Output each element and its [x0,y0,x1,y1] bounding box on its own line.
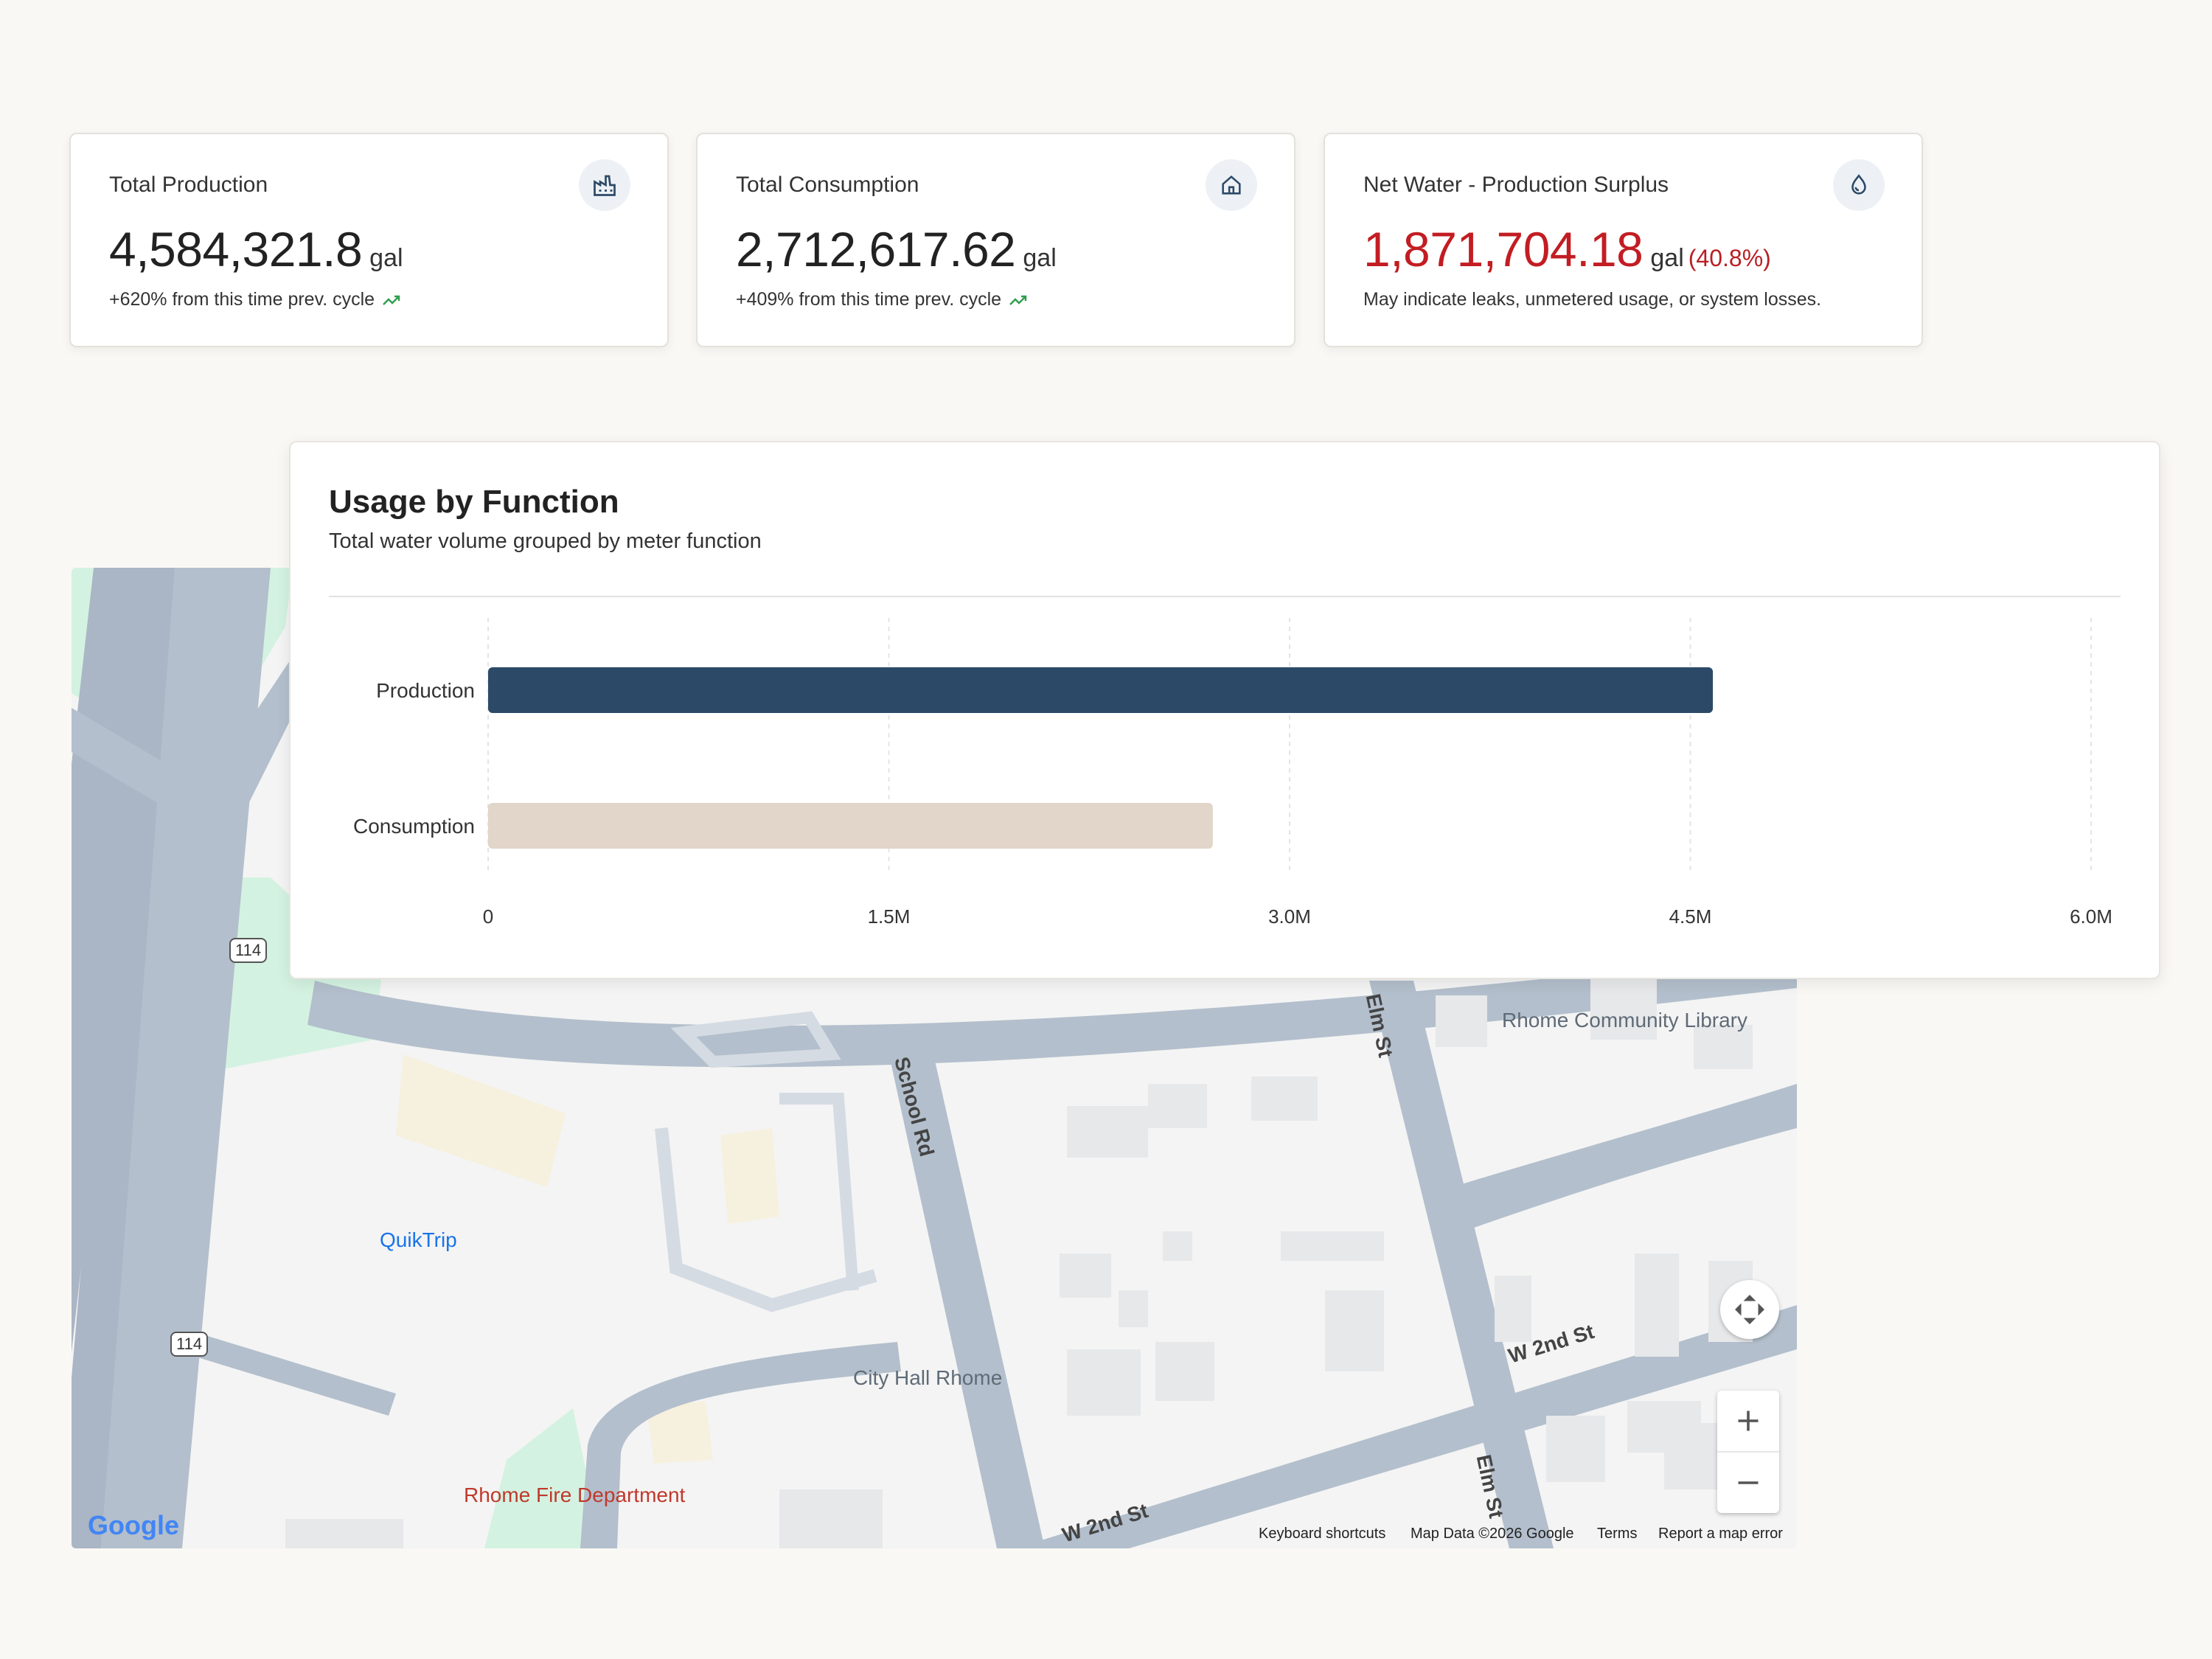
poi-quiktrip-label[interactable]: QuikTrip [380,1228,457,1251]
x-tick-label: 4.5M [1669,905,1712,928]
kpi-card-production: Total Production 4,584,321.8 gal +620% fr… [69,133,669,347]
x-tick-label: 1.5M [868,905,911,928]
kpi-unit: gal [1650,244,1684,272]
card-title: Total Consumption [736,173,919,197]
kpi-value: 4,584,321.8 [109,222,363,276]
zoom-in-button[interactable] [1717,1391,1779,1453]
trend-up-icon [1009,295,1027,305]
x-tick-label: 6.0M [2070,905,2112,928]
divider [329,596,2121,597]
keyboard-shortcuts-link[interactable]: Keyboard shortcuts [1259,1526,1386,1542]
terms-link[interactable]: Terms [1597,1526,1638,1542]
usage-by-function-card: Usage by Function Total water volume gro… [289,441,2160,979]
card-title: Total Production [109,173,268,197]
factory-icon [579,159,630,211]
kpi-card-net-water: Net Water - Production Surplus 1,871,704… [1324,133,1923,347]
water-drop-icon [1833,159,1885,211]
highway-shield-114: 114 [170,1332,209,1357]
highway-shield-114: 114 [229,938,268,963]
poi-city-hall-label[interactable]: City Hall Rhome [853,1366,1003,1389]
zoom-out-button[interactable] [1717,1453,1779,1513]
trend-up-icon [383,295,400,305]
minus-icon [1738,1481,1759,1484]
kpi-value: 1,871,704.18 [1363,222,1644,276]
move-arrows-icon [1735,1295,1764,1324]
x-tick-label: 3.0M [1268,905,1311,928]
kpi-value: 2,712,617.62 [736,222,1016,276]
poi-library-label[interactable]: Rhome Community Library [1502,1009,1747,1032]
map-data-attribution: Map Data ©2026 Google [1411,1526,1574,1542]
bar-production[interactable] [488,667,1714,713]
category-label: Consumption [353,815,475,838]
x-tick-label: 0 [483,905,493,928]
chart-subtitle: Total water volume grouped by meter func… [329,529,762,553]
kpi-percentage: (40.8%) [1688,245,1771,271]
usage-bar-chart: 0 1.5M 3.0M 4.5M 6.0M Production Consumption [353,618,2112,928]
chart-title: Usage by Function [329,484,619,520]
plus-icon [1738,1411,1759,1431]
kpi-note: May indicate leaks, unmetered usage, or … [1363,289,1822,310]
poi-fire-department-label[interactable]: Rhome Fire Department [464,1484,686,1506]
house-icon [1206,159,1257,211]
report-map-error-link[interactable]: Report a map error [1658,1526,1783,1542]
kpi-change: +620% from this time prev. cycle [109,289,375,310]
google-logo[interactable]: Google [88,1510,179,1540]
kpi-unit: gal [369,244,403,272]
bar-consumption[interactable] [488,803,1213,849]
card-title: Net Water - Production Surplus [1363,173,1669,197]
category-label: Production [376,679,475,702]
fullscreen-button[interactable] [1720,1280,1779,1339]
kpi-card-consumption: Total Consumption 2,712,617.62 gal +409% … [696,133,1295,347]
kpi-unit: gal [1023,244,1057,272]
kpi-change: +409% from this time prev. cycle [736,289,1002,310]
zoom-controls [1717,1391,1779,1513]
